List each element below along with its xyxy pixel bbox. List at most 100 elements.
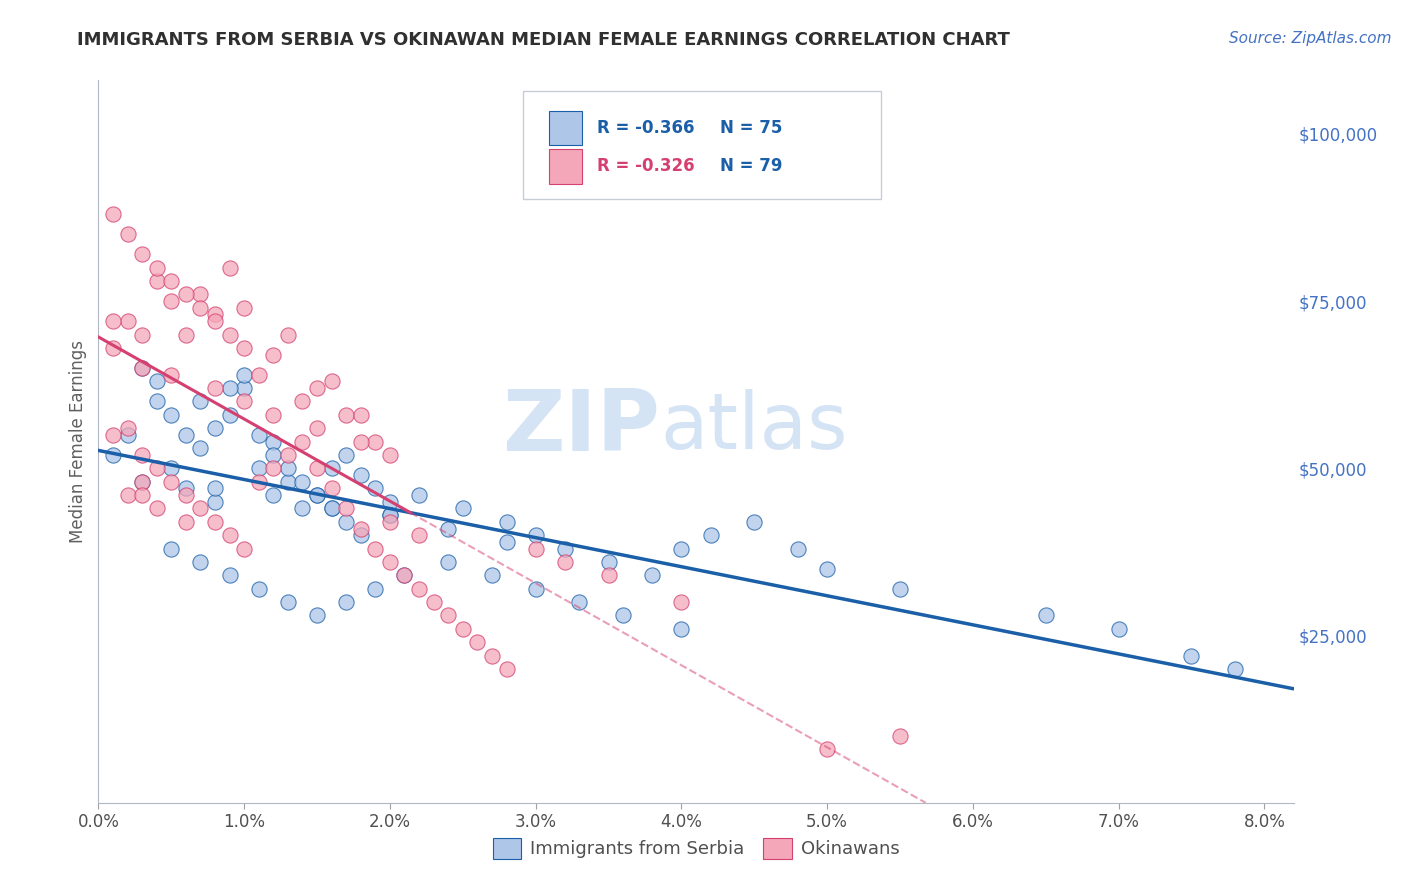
Point xyxy=(277,461,299,475)
Point xyxy=(145,394,167,409)
Point xyxy=(321,461,343,475)
Point xyxy=(350,528,373,542)
Point xyxy=(233,381,256,395)
Point xyxy=(204,314,226,328)
Point xyxy=(305,488,328,502)
Point xyxy=(247,475,270,489)
Y-axis label: Median Female Earnings: Median Female Earnings xyxy=(69,340,87,543)
Point xyxy=(262,408,284,422)
Point xyxy=(408,528,430,542)
Point xyxy=(262,434,284,449)
Point xyxy=(495,534,517,549)
Point xyxy=(815,742,838,756)
Point xyxy=(145,375,167,389)
Point xyxy=(321,482,343,496)
Point xyxy=(335,448,357,462)
Point xyxy=(568,595,591,609)
Point xyxy=(364,482,387,496)
Point xyxy=(889,729,911,743)
Point xyxy=(190,501,212,516)
Point xyxy=(378,448,401,462)
Point xyxy=(145,461,167,475)
Point xyxy=(742,515,765,529)
Point xyxy=(218,381,240,395)
Text: R = -0.366: R = -0.366 xyxy=(596,119,695,137)
Point xyxy=(1035,608,1057,623)
Point xyxy=(160,408,183,422)
Point xyxy=(101,341,124,355)
Point xyxy=(190,441,212,455)
Point xyxy=(160,475,183,489)
Point xyxy=(131,247,153,261)
Point xyxy=(247,427,270,442)
Point xyxy=(335,515,357,529)
Point xyxy=(218,568,240,582)
Point xyxy=(335,501,357,516)
Point xyxy=(174,427,197,442)
Point xyxy=(699,528,721,542)
Point xyxy=(671,595,693,609)
Point xyxy=(437,521,460,535)
Point xyxy=(218,528,240,542)
Point xyxy=(350,434,373,449)
Point xyxy=(378,508,401,523)
Point xyxy=(247,461,270,475)
Point xyxy=(321,501,343,516)
FancyBboxPatch shape xyxy=(523,91,882,200)
Point xyxy=(671,622,693,636)
Text: N = 79: N = 79 xyxy=(720,157,782,175)
Text: ZIP: ZIP xyxy=(502,385,661,468)
Point xyxy=(131,448,153,462)
Point xyxy=(218,260,240,275)
Point xyxy=(364,582,387,596)
Point xyxy=(408,488,430,502)
Point xyxy=(598,555,620,569)
Point xyxy=(204,421,226,435)
FancyBboxPatch shape xyxy=(548,149,582,184)
Point xyxy=(364,541,387,556)
Point xyxy=(394,568,416,582)
Point xyxy=(131,327,153,342)
Point xyxy=(291,394,314,409)
Point xyxy=(437,555,460,569)
Point xyxy=(101,427,124,442)
Point xyxy=(262,348,284,362)
Point xyxy=(481,648,503,663)
Text: atlas: atlas xyxy=(661,389,848,465)
Point xyxy=(467,635,489,649)
Point xyxy=(787,541,810,556)
Point xyxy=(117,314,139,328)
Point xyxy=(612,608,634,623)
Point xyxy=(190,555,212,569)
Point xyxy=(131,488,153,502)
Point xyxy=(291,434,314,449)
Point xyxy=(554,555,576,569)
Point xyxy=(233,301,256,315)
Point xyxy=(305,421,328,435)
Point xyxy=(131,475,153,489)
Point xyxy=(378,515,401,529)
Point xyxy=(262,488,284,502)
Point xyxy=(145,274,167,288)
Point xyxy=(117,427,139,442)
Point xyxy=(145,501,167,516)
Point xyxy=(598,568,620,582)
Point xyxy=(160,368,183,382)
Point xyxy=(437,608,460,623)
Point xyxy=(233,368,256,382)
Point xyxy=(160,541,183,556)
Point xyxy=(174,488,197,502)
Point xyxy=(218,327,240,342)
Point xyxy=(117,227,139,241)
Point xyxy=(422,595,444,609)
Point xyxy=(218,408,240,422)
Point xyxy=(174,482,197,496)
Point xyxy=(524,541,547,556)
Point xyxy=(204,515,226,529)
Text: IMMIGRANTS FROM SERBIA VS OKINAWAN MEDIAN FEMALE EARNINGS CORRELATION CHART: IMMIGRANTS FROM SERBIA VS OKINAWAN MEDIA… xyxy=(77,31,1010,49)
Point xyxy=(174,327,197,342)
Point xyxy=(378,508,401,523)
Point xyxy=(1180,648,1202,663)
Point xyxy=(117,488,139,502)
Point xyxy=(495,662,517,676)
